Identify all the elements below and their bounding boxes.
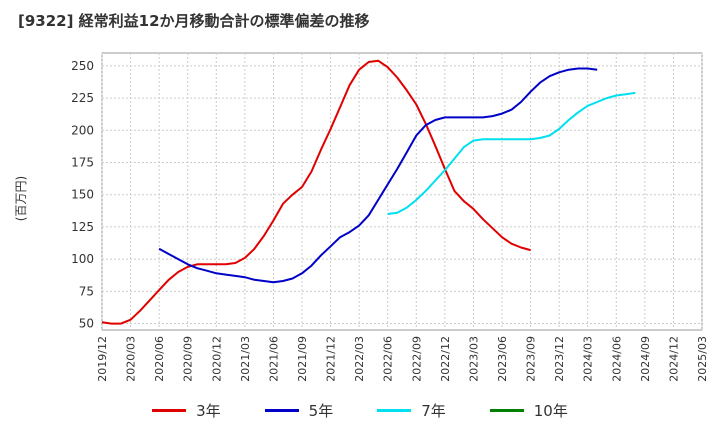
x-tick-label: 2024/12 <box>667 336 680 382</box>
x-tick-label: 2025/03 <box>696 336 709 382</box>
series-line-5年 <box>158 67 598 284</box>
y-tick-label: 125 <box>71 220 94 234</box>
y-tick-label: 150 <box>71 188 94 202</box>
x-tick-label: 2022/12 <box>439 336 452 382</box>
x-tick-label: 2023/09 <box>525 336 538 382</box>
x-tick-label: 2023/12 <box>553 336 566 382</box>
y-tick-label: 225 <box>71 91 94 105</box>
x-tick-label: 2021/06 <box>267 336 280 382</box>
y-tick-label: 200 <box>71 123 94 137</box>
x-tick-label: 2020/12 <box>210 336 223 382</box>
y-tick-label: 75 <box>79 284 94 298</box>
x-tick-label: 2024/06 <box>610 336 623 382</box>
x-tick-label: 2022/09 <box>410 336 423 382</box>
legend-label: 5年 <box>308 402 334 420</box>
y-tick-label: 100 <box>71 252 94 266</box>
grid-layer <box>101 52 703 331</box>
chart-title: [9322] 経常利益12か月移動合計の標準偏差の推移 <box>18 12 370 30</box>
legend-item: 5年 <box>264 400 334 421</box>
legend-label: 3年 <box>196 402 221 420</box>
y-tick-label: 50 <box>79 317 94 331</box>
x-tick-label: 2020/06 <box>153 336 166 382</box>
x-tick-label: 2020/09 <box>182 336 195 382</box>
x-tick-label: 2022/06 <box>382 336 395 382</box>
x-tick-label: 2023/06 <box>496 336 509 382</box>
legend-swatch <box>152 409 187 412</box>
x-tick-label: 2021/09 <box>296 336 309 382</box>
legend-swatch <box>489 409 524 412</box>
legend-item: 10年 <box>489 400 568 421</box>
plot-frame <box>101 52 703 331</box>
legend-label: 10年 <box>533 402 568 420</box>
series-line-7年 <box>387 91 636 215</box>
legend-swatch <box>264 409 299 412</box>
x-tick-label: 2024/09 <box>639 336 652 382</box>
legend-item: 3年 <box>152 400 221 421</box>
y-tick-label: 175 <box>71 156 94 170</box>
legend-label: 7年 <box>421 402 446 420</box>
series-line-3年 <box>101 59 531 325</box>
x-tick-label: 2021/12 <box>325 336 338 382</box>
x-tick-label: 2022/03 <box>353 336 366 382</box>
x-tick-label: 2021/03 <box>239 336 252 382</box>
tick-layer: 50 75 100 125 150 175 200 225 250 2019/12 2020/03 2… <box>71 59 709 382</box>
x-tick-label: 2023/03 <box>467 336 480 382</box>
x-tick-label: 2020/03 <box>125 336 138 382</box>
x-tick-label: 2024/03 <box>582 336 595 382</box>
x-tick-label: 2019/12 <box>96 336 109 382</box>
chart-legend: 3年 5年 7年 10年 <box>0 400 720 421</box>
series-layer <box>101 59 636 325</box>
y-tick-label: 250 <box>71 59 94 73</box>
legend-item: 7年 <box>377 400 446 421</box>
legend-swatch <box>377 409 412 412</box>
